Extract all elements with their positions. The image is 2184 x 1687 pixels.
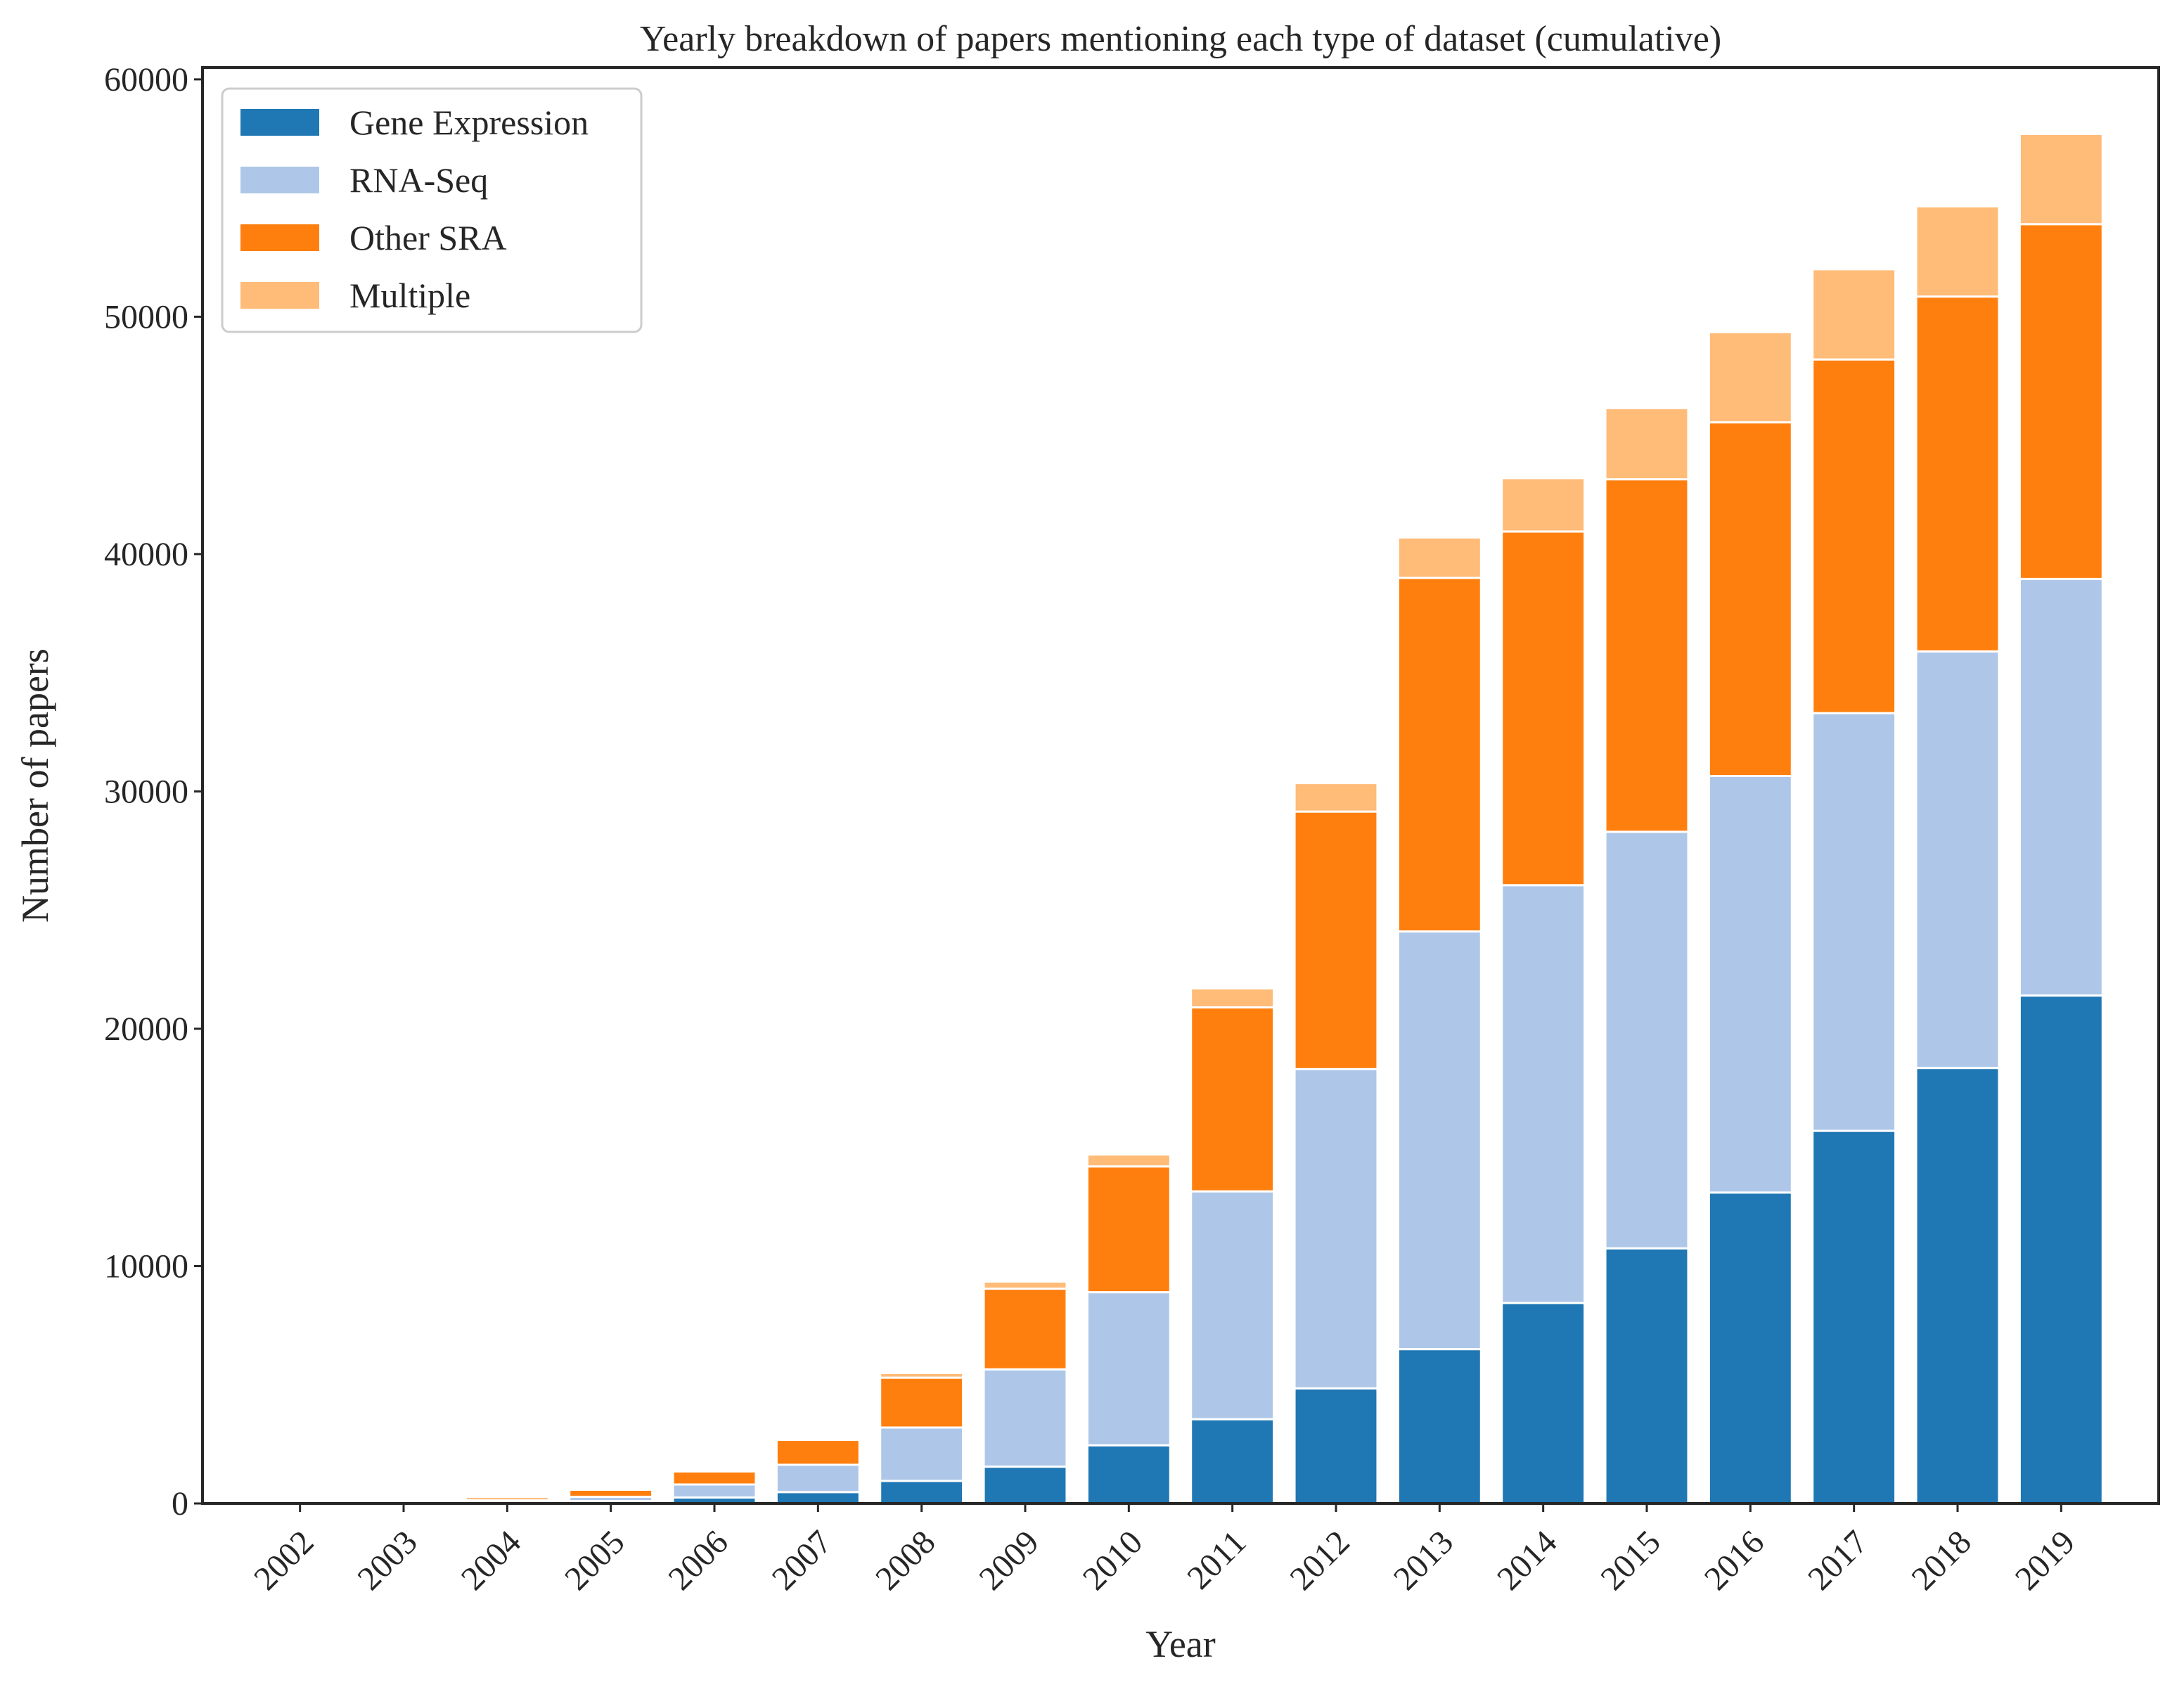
chart-title: Yearly breakdown of papers mentioning ea… xyxy=(640,19,1721,59)
bar-rna-seq-2013 xyxy=(1396,930,1482,1351)
bar-other-sra-2015 xyxy=(1604,478,1690,833)
bar-other-sra-2008 xyxy=(879,1376,965,1429)
bar-other-sra-2018 xyxy=(1915,295,2000,653)
bar-multiple-2005 xyxy=(568,1487,654,1491)
bar-rna-seq-2010 xyxy=(1086,1291,1171,1447)
bar-gene-expression-2015 xyxy=(1604,1247,1690,1505)
legend-swatch-multiple xyxy=(240,282,319,309)
legend: Gene Expression RNA-Seq Other SRA Multiple xyxy=(221,87,643,333)
bar-multiple-2007 xyxy=(775,1437,861,1442)
bar-multiple-2018 xyxy=(1915,205,2000,298)
legend-box xyxy=(221,87,643,333)
bar-gene-expression-2009 xyxy=(982,1465,1068,1505)
bar-other-sra-2013 xyxy=(1396,577,1482,933)
bar-other-sra-2007 xyxy=(775,1439,861,1466)
y-tick-label: 60000 xyxy=(104,61,188,98)
bar-multiple-2009 xyxy=(982,1280,1068,1290)
y-tick-label: 10000 xyxy=(104,1247,188,1285)
y-tick-label: 0 xyxy=(172,1485,188,1522)
bar-gene-expression-2013 xyxy=(1396,1348,1482,1505)
bar-other-sra-2019 xyxy=(2018,223,2104,580)
bar-multiple-2006 xyxy=(672,1468,757,1473)
bar-multiple-2019 xyxy=(2018,133,2104,226)
bar-rna-seq-2018 xyxy=(1915,650,2000,1070)
bar-rna-seq-2012 xyxy=(1293,1067,1379,1390)
bar-gene-expression-2010 xyxy=(1086,1444,1171,1505)
bar-rna-seq-2011 xyxy=(1190,1190,1276,1420)
bar-gene-expression-2014 xyxy=(1501,1302,1586,1505)
y-tick-label: 20000 xyxy=(104,1011,188,1048)
legend-label: Multiple xyxy=(349,276,470,315)
legend-swatch-gene-expression xyxy=(240,109,319,136)
bar-gene-expression-2019 xyxy=(2018,994,2104,1505)
bar-other-sra-2012 xyxy=(1293,810,1379,1070)
legend-swatch-other-sra xyxy=(240,224,319,251)
bar-other-sra-2014 xyxy=(1501,530,1586,887)
bar-rna-seq-2017 xyxy=(1811,712,1897,1132)
bar-multiple-2013 xyxy=(1396,536,1482,579)
bar-other-sra-2016 xyxy=(1707,421,1793,778)
bar-gene-expression-2017 xyxy=(1811,1129,1897,1505)
bar-rna-seq-2016 xyxy=(1707,775,1793,1194)
bar-multiple-2016 xyxy=(1707,331,1793,424)
bar-multiple-2010 xyxy=(1086,1153,1171,1168)
bar-gene-expression-2016 xyxy=(1707,1191,1793,1505)
bar-multiple-2012 xyxy=(1293,782,1379,813)
legend-label: Other SRA xyxy=(349,218,507,257)
bar-other-sra-2009 xyxy=(982,1288,1068,1371)
bar-multiple-2014 xyxy=(1501,477,1586,533)
bar-multiple-2004 xyxy=(464,1496,550,1502)
legend-items: Gene Expression RNA-Seq Other SRA Multiple xyxy=(240,103,589,315)
bar-multiple-2017 xyxy=(1811,268,1897,361)
y-tick-label: 30000 xyxy=(104,773,188,810)
bar-rna-seq-2019 xyxy=(2018,577,2104,997)
bar-multiple-2011 xyxy=(1190,987,1276,1009)
bar-gene-expression-2011 xyxy=(1190,1418,1276,1505)
bar-multiple-2015 xyxy=(1604,406,1690,481)
x-axis-label: Year xyxy=(1145,1623,1216,1665)
bar-other-sra-2010 xyxy=(1086,1165,1171,1294)
legend-label: Gene Expression xyxy=(349,103,589,142)
bars-layer xyxy=(464,133,2104,1505)
bar-rna-seq-2009 xyxy=(982,1368,1068,1468)
plot-frame xyxy=(201,66,2160,1505)
bar-gene-expression-2007 xyxy=(775,1491,861,1505)
bar-rna-seq-2015 xyxy=(1604,830,1690,1250)
bar-rna-seq-2008 xyxy=(879,1426,965,1482)
bar-other-sra-2017 xyxy=(1811,358,1897,714)
legend-label: RNA-Seq xyxy=(349,160,488,200)
bar-multiple-2008 xyxy=(879,1371,965,1379)
bar-gene-expression-2008 xyxy=(879,1480,965,1505)
bar-rna-seq-2006 xyxy=(672,1483,757,1499)
bar-gene-expression-2018 xyxy=(1915,1067,2000,1505)
bar-gene-expression-2012 xyxy=(1293,1387,1379,1505)
bar-other-sra-2005 xyxy=(568,1488,654,1499)
y-tick-label: 40000 xyxy=(104,536,188,573)
y-tick-label: 50000 xyxy=(104,298,188,335)
legend-swatch-rna-seq xyxy=(240,167,319,193)
bar-rna-seq-2014 xyxy=(1501,884,1586,1304)
bar-other-sra-2006 xyxy=(672,1470,757,1486)
y-axis-label: Number of papers xyxy=(14,648,56,923)
bar-rna-seq-2007 xyxy=(775,1463,861,1494)
bar-other-sra-2011 xyxy=(1190,1006,1276,1193)
